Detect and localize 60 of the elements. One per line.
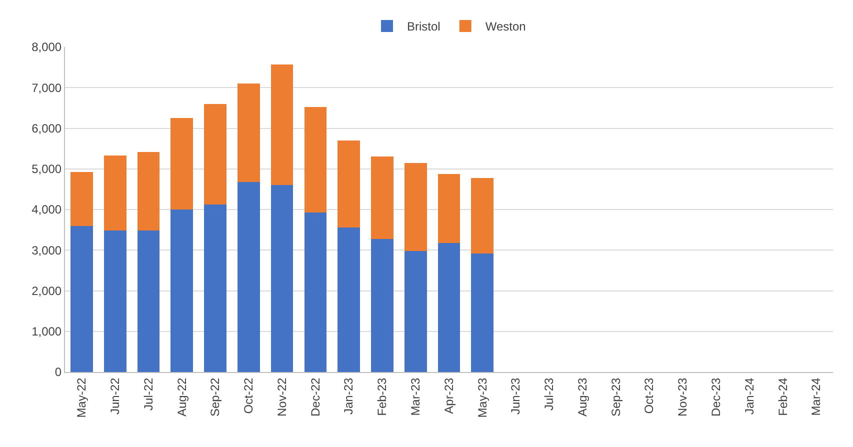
bar — [70, 172, 93, 226]
x-tick-label: Dec-22 — [308, 377, 322, 416]
x-tick-label: Jun-22 — [108, 377, 122, 415]
x-tick-label: Nov-23 — [676, 377, 690, 416]
bar — [304, 212, 327, 372]
bar — [371, 156, 394, 240]
y-tick-label: 2,000 — [32, 284, 62, 298]
bar — [438, 174, 460, 244]
y-tick-label: 5,000 — [32, 162, 62, 176]
y-tick-label: 6,000 — [32, 121, 62, 136]
legend-label: Weston — [485, 20, 526, 34]
bar — [137, 230, 160, 372]
x-tick-label: Jan-23 — [342, 377, 356, 415]
y-tick-label: 1,000 — [32, 324, 62, 339]
bar — [104, 155, 126, 231]
bar — [338, 140, 360, 228]
x-tick-label: Dec-23 — [709, 377, 724, 416]
bar — [304, 107, 327, 212]
bar — [237, 182, 260, 372]
x-tick-label: Jan-24 — [742, 377, 756, 415]
x-tick-label: Feb-23 — [375, 377, 390, 416]
bar — [404, 163, 427, 251]
x-tick-label: Sep-22 — [208, 377, 222, 417]
y-tick-label: 7,000 — [32, 80, 62, 95]
x-tick-label: Sep-23 — [608, 377, 623, 417]
x-tick-label: Aug-23 — [575, 377, 590, 417]
y-tick-label: 3,000 — [32, 243, 62, 258]
bar — [70, 226, 93, 372]
bar — [438, 243, 460, 372]
bar — [270, 64, 294, 186]
x-tick-label: Jul-22 — [141, 377, 156, 410]
bar — [204, 204, 226, 372]
y-tick-label: 4,000 — [32, 202, 62, 217]
x-tick-label: Oct-22 — [242, 377, 256, 414]
x-tick-label: Mar-23 — [408, 377, 423, 416]
x-tick-label: Feb-24 — [776, 377, 790, 416]
bar — [137, 152, 160, 231]
bar — [170, 118, 194, 210]
bar — [338, 227, 360, 372]
x-tick-label: Apr-23 — [442, 377, 456, 414]
x-tick-label: Mar-24 — [809, 377, 824, 416]
bar — [404, 250, 427, 372]
bar — [104, 230, 126, 372]
bar — [237, 84, 260, 182]
x-tick-label: May-22 — [74, 377, 89, 418]
bar — [471, 178, 494, 254]
bar — [270, 185, 294, 372]
x-tick-label: Oct-23 — [642, 377, 656, 414]
bar — [371, 239, 394, 372]
x-tick-label: Jul-23 — [542, 377, 556, 410]
bar — [170, 210, 194, 372]
y-tick-label: 0 — [54, 365, 62, 380]
x-tick-label: Nov-22 — [274, 377, 289, 416]
x-tick-label: Aug-22 — [174, 377, 189, 417]
y-tick-label: 8,000 — [32, 40, 62, 54]
x-tick-label: May-23 — [475, 377, 490, 418]
bar — [204, 104, 226, 205]
legend-label: Bristol — [407, 20, 440, 34]
bar — [471, 253, 494, 372]
x-tick-label: Jun-23 — [508, 377, 523, 415]
